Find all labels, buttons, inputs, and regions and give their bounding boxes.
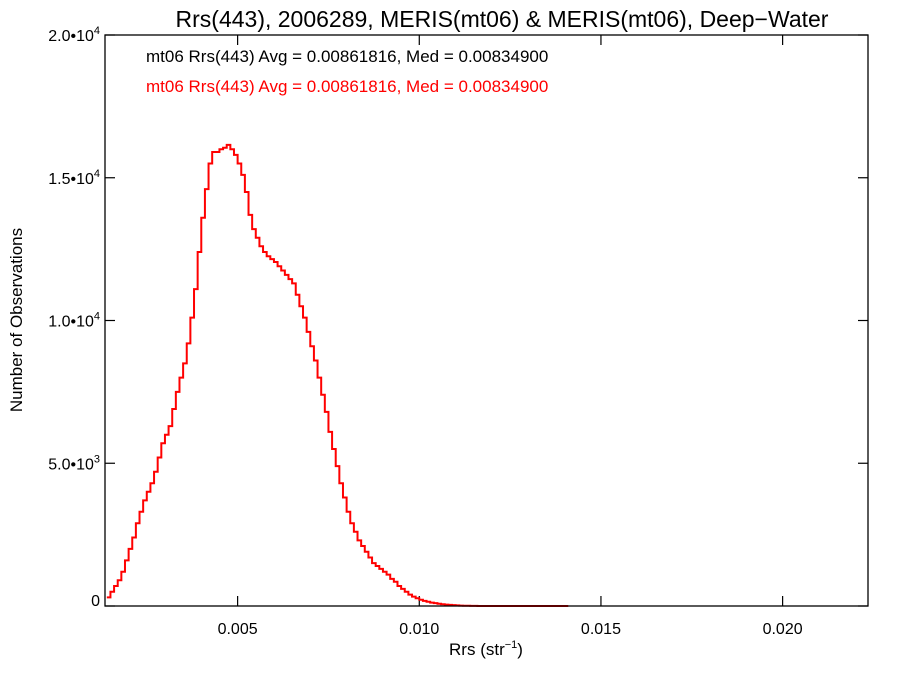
plot-frame — [104, 34, 869, 607]
y-tick-label: 5.0•103 — [48, 453, 100, 473]
x-tick-label: 0.010 — [399, 621, 439, 638]
x-axis-label-main: Rrs (str — [449, 640, 505, 659]
chart-title: Rrs(443), 2006289, MERIS(mt06) & MERIS(m… — [176, 6, 829, 32]
y-tick-label: 2.0•104 — [48, 25, 100, 45]
y-tick-label: 1.5•104 — [48, 168, 100, 188]
y-tick-exponent: 3 — [94, 453, 100, 465]
y-tick-exponent: 4 — [94, 25, 100, 37]
y-tick-mantissa: 2.0•10 — [48, 28, 94, 45]
y-tick-mantissa: 1.5•10 — [48, 171, 94, 188]
x-axis-ticks: 0.005 0.010 0.015 0.020 — [218, 35, 803, 638]
y-tick-label: 0 — [91, 593, 100, 610]
x-tick-label: 0.015 — [581, 621, 621, 638]
y-tick-exponent: 4 — [94, 168, 100, 180]
annotation-stats-black: mt06 Rrs(443) Avg = 0.00861816, Med = 0.… — [146, 47, 548, 66]
x-axis-label: Rrs (str−1) — [449, 639, 523, 659]
y-tick-mantissa: 0 — [91, 593, 100, 610]
x-axis-label-end: ) — [517, 640, 523, 659]
x-axis-label-sup: −1 — [505, 639, 518, 651]
y-tick-label: 1.0•104 — [48, 311, 100, 331]
x-tick-label: 0.005 — [218, 621, 258, 638]
y-tick-exponent: 4 — [94, 311, 100, 323]
y-axis-label: Number of Observations — [7, 228, 26, 412]
y-tick-mantissa: 1.0•10 — [48, 314, 94, 331]
y-tick-mantissa: 5.0•10 — [48, 456, 94, 473]
x-tick-label: 0.020 — [763, 621, 803, 638]
annotation-stats-red: mt06 Rrs(443) Avg = 0.00861816, Med = 0.… — [146, 77, 548, 96]
histogram-series-line — [106, 143, 569, 607]
